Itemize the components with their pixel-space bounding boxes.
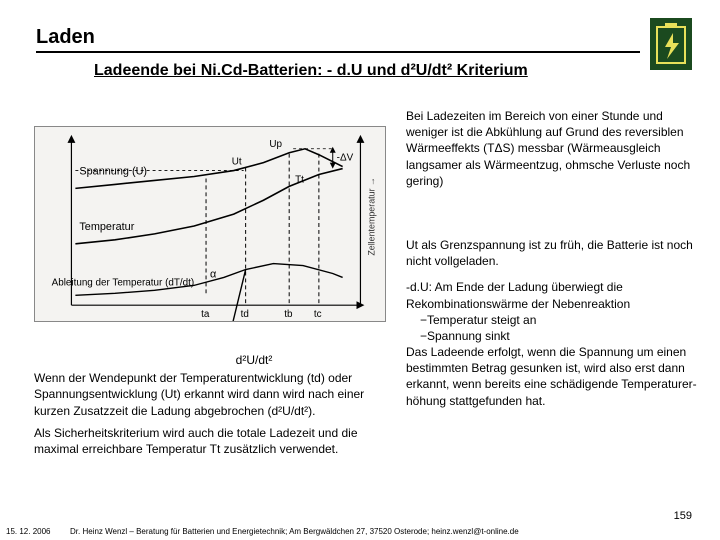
- svg-text:Temperatur: Temperatur: [79, 221, 134, 233]
- svg-text:Tt: Tt: [295, 174, 304, 185]
- subtitle: Ladeende bei Ni.Cd-Batterien: - d.U und …: [94, 62, 528, 80]
- svg-text:td: td: [241, 309, 249, 320]
- svg-text:α: α: [210, 268, 216, 280]
- d2u-label: d²U/dt²: [154, 352, 354, 368]
- svg-text:Up: Up: [269, 139, 282, 150]
- svg-text:ta: ta: [201, 309, 210, 320]
- svg-text:Spannung (U): Spannung (U): [79, 166, 147, 178]
- page-title: Laden: [36, 26, 640, 53]
- svg-text:Zellentemperatur →: Zellentemperatur →: [366, 177, 376, 256]
- right-p1: Bei Ladezeiten im Bereich von einer Stun…: [406, 108, 704, 189]
- svg-text:Ut: Ut: [232, 157, 242, 168]
- svg-text:Ableitung der Temperatur (dT/d: Ableitung der Temperatur (dT/dt): [52, 277, 195, 288]
- battery-logo-icon: [653, 21, 689, 67]
- diagram-svg: Zellentemperatur → Spannung (U) Temperatur…: [35, 127, 385, 321]
- footer-page: 159: [674, 510, 692, 522]
- caption-p1: Wenn der Wendepunkt der Temperaturentwic…: [34, 370, 392, 419]
- footer-center: Dr. Heinz Wenzl – Beratung für Batterien…: [70, 527, 519, 536]
- diagram: Zellentemperatur → Spannung (U) Temperatur…: [34, 126, 386, 322]
- right-p3: -d.U: Am Ende der Ladung überwiegt die R…: [406, 279, 704, 311]
- diagram-caption: d²U/dt² Wenn der Wendepunkt der Temperat…: [34, 352, 392, 457]
- caption-p2: Als Sicherheitskriterium wird auch die t…: [34, 425, 392, 457]
- right-p3a: −Temperatur steigt an: [420, 312, 704, 328]
- right-p3b: −Spannung sinkt: [420, 328, 704, 344]
- subtitle-text: Ladeende bei Ni.Cd-Batterien: - d.U und …: [94, 62, 528, 79]
- logo: [650, 18, 692, 70]
- right-column: Bei Ladezeiten im Bereich von einer Stun…: [406, 108, 704, 419]
- svg-text:-ΔV: -ΔV: [337, 153, 354, 164]
- svg-text:tc: tc: [314, 309, 322, 320]
- right-p2: Ut als Grenzspannung ist zu früh, die Ba…: [406, 237, 704, 269]
- footer-date: 15. 12. 2006: [6, 527, 50, 536]
- right-p4: Das Ladeende erfolgt, wenn die Spannung …: [406, 344, 704, 409]
- svg-text:tb: tb: [284, 309, 293, 320]
